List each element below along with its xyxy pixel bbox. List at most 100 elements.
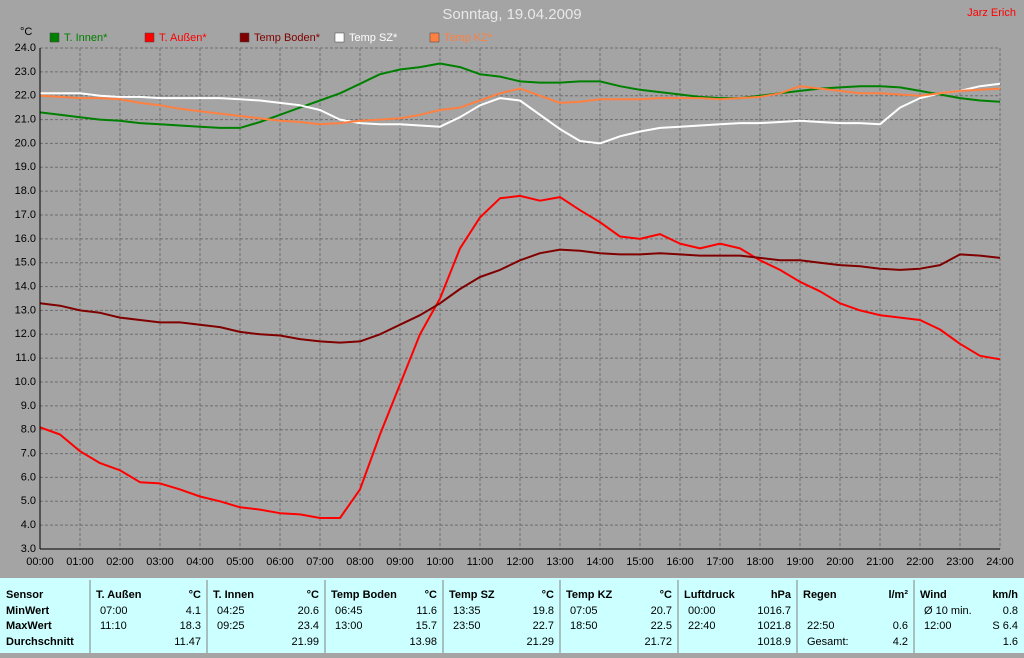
legend-label: Temp KZ* bbox=[444, 32, 493, 44]
y-axis-label: °C bbox=[20, 26, 32, 38]
y-tick-label: 22.0 bbox=[15, 90, 36, 102]
cell-time: 23:50 bbox=[453, 620, 481, 632]
cell-value: 1016.7 bbox=[757, 605, 791, 617]
cell-time: 04:25 bbox=[217, 605, 245, 617]
y-tick-label: 6.0 bbox=[21, 471, 36, 483]
x-tick-label: 12:00 bbox=[506, 556, 534, 568]
y-tick-label: 14.0 bbox=[15, 280, 36, 292]
y-tick-label: 7.0 bbox=[21, 447, 36, 459]
y-tick-label: 18.0 bbox=[15, 185, 36, 197]
cell-value: 21.99 bbox=[291, 636, 319, 648]
lines bbox=[39, 62, 1001, 519]
legend-swatch bbox=[49, 32, 60, 43]
y-tick-label: 8.0 bbox=[21, 424, 36, 436]
y-tick-label: 16.0 bbox=[15, 233, 36, 245]
y-tick-label: 19.0 bbox=[15, 161, 36, 173]
cell-value: 22.5 bbox=[651, 620, 672, 632]
cell-value: 15.7 bbox=[416, 620, 437, 632]
author: Jarz Erich bbox=[967, 7, 1016, 19]
legend-label: Temp Boden* bbox=[254, 32, 321, 44]
cell-time: 18:50 bbox=[570, 620, 598, 632]
group-name: Wind bbox=[920, 589, 947, 601]
x-tick-label: 02:00 bbox=[106, 556, 134, 568]
x-tick-label: 18:00 bbox=[746, 556, 774, 568]
series-line bbox=[39, 248, 1001, 344]
series-line bbox=[40, 82, 1001, 145]
table-content: Sensor MinWert MaxWert Durchschnitt T. Außen… bbox=[6, 580, 1018, 653]
cell-value: 21.72 bbox=[644, 636, 672, 648]
y-tick-label: 23.0 bbox=[15, 66, 36, 78]
cell-time: 00:00 bbox=[688, 605, 716, 617]
cell-value: 21.29 bbox=[526, 636, 554, 648]
cell-value: 1.6 bbox=[1003, 636, 1018, 648]
cell-time: 06:45 bbox=[335, 605, 363, 617]
legend-swatch bbox=[144, 32, 155, 43]
legend-swatch bbox=[429, 32, 440, 43]
y-tick-label: 15.0 bbox=[15, 257, 36, 269]
y-tick-label: 20.0 bbox=[15, 137, 36, 149]
stats-table bbox=[0, 578, 1024, 653]
cell-value: 22.7 bbox=[533, 620, 554, 632]
cell-value: 4.1 bbox=[186, 605, 201, 617]
series-line bbox=[39, 194, 1001, 519]
x-tick-label: 00:00 bbox=[26, 556, 54, 568]
x-tick-label: 16:00 bbox=[666, 556, 694, 568]
x-tick-label: 06:00 bbox=[266, 556, 294, 568]
legend: T. Innen* T. Außen* Temp Boden* Temp SZ* Tem… bbox=[49, 32, 493, 44]
y-tick-label: 5.0 bbox=[21, 495, 36, 507]
x-tick-label: 17:00 bbox=[706, 556, 734, 568]
x-tick-label: 07:00 bbox=[306, 556, 334, 568]
chart-title: Sonntag, 19.04.2009 bbox=[442, 6, 581, 23]
group-name: Temp KZ bbox=[566, 589, 613, 601]
y-tick-label: 10.0 bbox=[15, 376, 36, 388]
x-tick-label: 04:00 bbox=[186, 556, 214, 568]
cell-value: 0.6 bbox=[893, 620, 908, 632]
x-tick-label: 09:00 bbox=[386, 556, 414, 568]
y-tick-label: 11.0 bbox=[15, 352, 36, 364]
cell-value: 1021.8 bbox=[757, 620, 791, 632]
x-tick-label: 23:00 bbox=[946, 556, 974, 568]
cell-time: 11:10 bbox=[100, 620, 127, 632]
group-unit: l/m² bbox=[888, 589, 908, 601]
x-tick-label: 03:00 bbox=[146, 556, 174, 568]
series-line bbox=[39, 62, 1001, 129]
cell-value: S 6.4 bbox=[992, 620, 1018, 632]
y-tick-label: 13.0 bbox=[15, 304, 36, 316]
cell-time: 13:00 bbox=[335, 620, 363, 632]
group-name: Temp Boden bbox=[331, 589, 397, 601]
x-tick-label: 01:00 bbox=[66, 556, 94, 568]
cell-time: 09:25 bbox=[217, 620, 245, 632]
y-tick-label: 21.0 bbox=[15, 113, 36, 125]
cell-value: 0.8 bbox=[1003, 605, 1018, 617]
cell-value: 13.98 bbox=[409, 636, 437, 648]
cell-time: Ø 10 min. bbox=[924, 605, 972, 617]
row-label: MinWert bbox=[6, 605, 50, 617]
group-name: Luftdruck bbox=[684, 589, 736, 601]
cell-time: 13:35 bbox=[453, 605, 481, 617]
legend-swatch bbox=[334, 32, 345, 43]
x-tick-label: 24:00 bbox=[986, 556, 1014, 568]
group-unit: °C bbox=[307, 589, 319, 601]
cell-time: 22:40 bbox=[688, 620, 716, 632]
cell-time: 07:05 bbox=[570, 605, 598, 617]
x-tick-label: 20:00 bbox=[826, 556, 854, 568]
x-tick-label: 21:00 bbox=[866, 556, 894, 568]
group-name: T. Außen bbox=[96, 589, 142, 601]
cell-time: 12:00 bbox=[924, 620, 952, 632]
legend-label: T. Außen* bbox=[159, 32, 207, 44]
x-tick-label: 11:00 bbox=[467, 556, 494, 568]
y-tick-label: 4.0 bbox=[21, 519, 36, 531]
legend-label: Temp SZ* bbox=[349, 32, 398, 44]
y-tick-label: 9.0 bbox=[21, 400, 36, 412]
table-header: Sensor bbox=[6, 589, 44, 601]
group-name: Temp SZ bbox=[449, 589, 495, 601]
row-label: MaxWert bbox=[6, 620, 52, 632]
x-tick-label: 15:00 bbox=[626, 556, 654, 568]
cell-time: 22:50 bbox=[807, 620, 835, 632]
series-line bbox=[39, 85, 1001, 126]
legend-swatch bbox=[239, 32, 250, 43]
group-name: T. Innen bbox=[213, 589, 254, 601]
x-tick-label: 22:00 bbox=[906, 556, 934, 568]
y-tick-label: 12.0 bbox=[15, 328, 36, 340]
